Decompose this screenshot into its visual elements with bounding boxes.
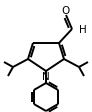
Text: O: O bbox=[62, 6, 70, 16]
Text: H: H bbox=[79, 25, 87, 35]
Text: N: N bbox=[42, 71, 50, 81]
